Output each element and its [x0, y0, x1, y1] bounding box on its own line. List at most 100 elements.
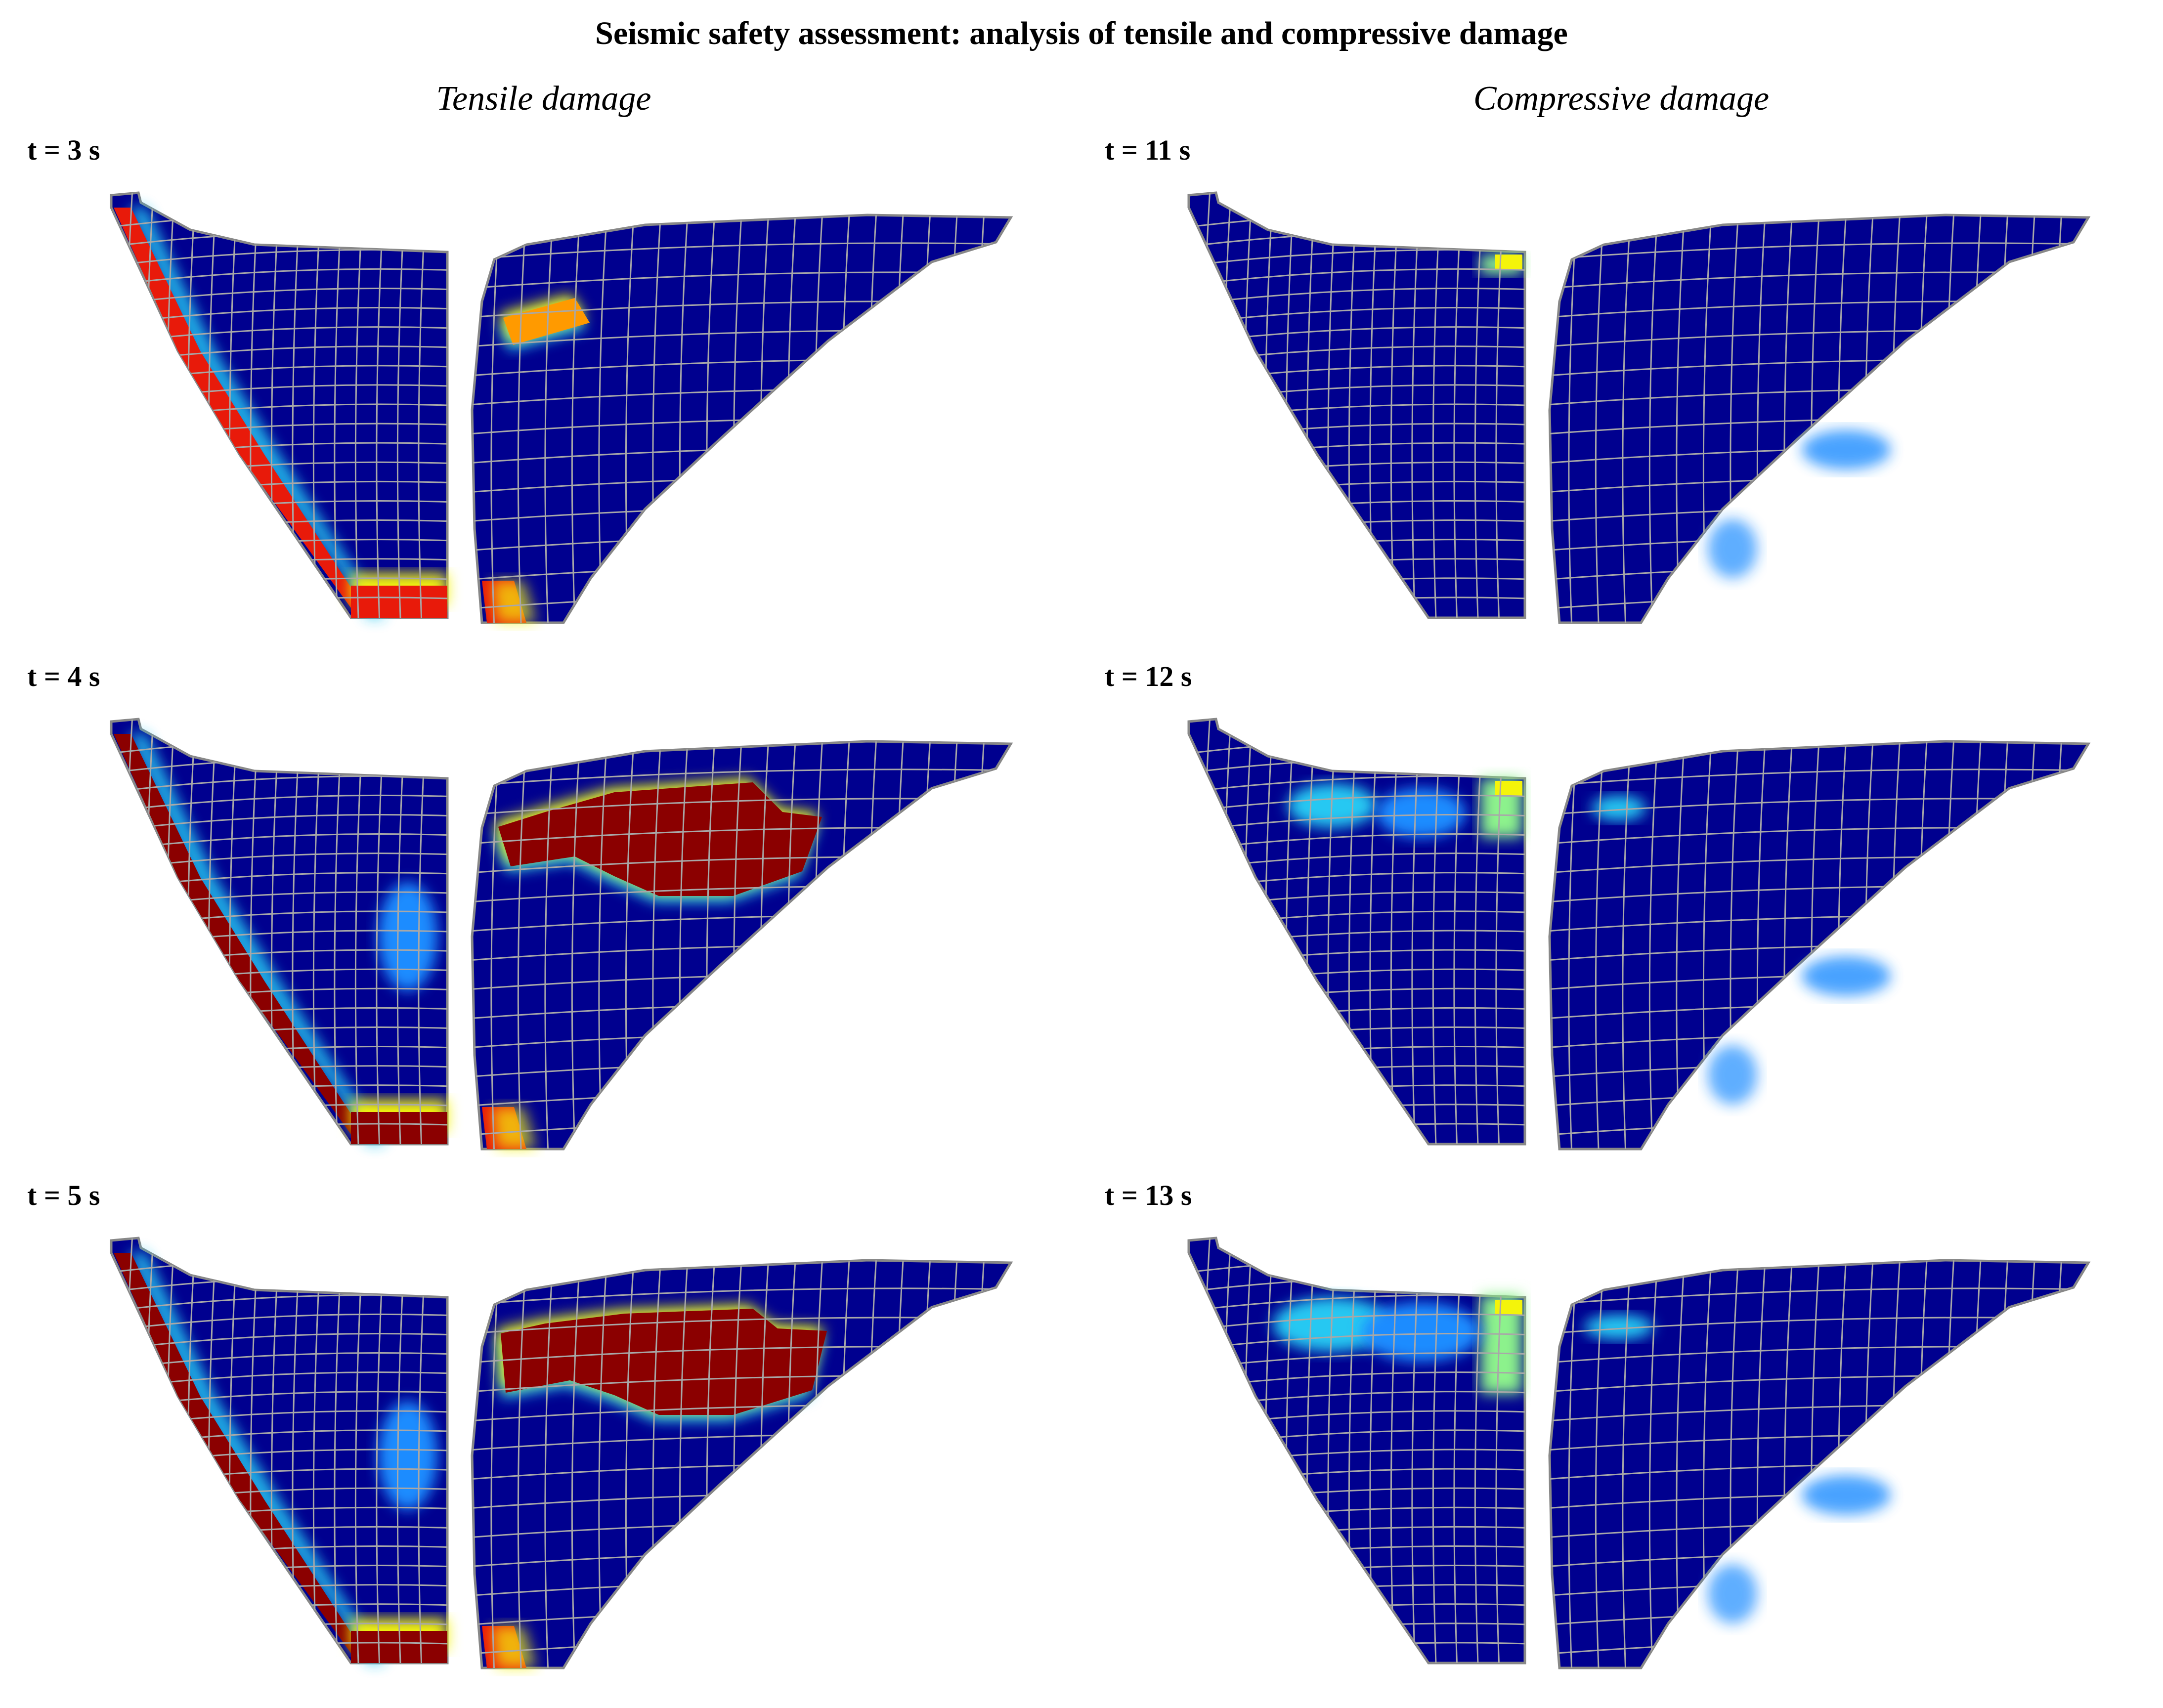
panel-tensile-t3: t = 3 s [27, 133, 1105, 657]
damage-spot [378, 1401, 437, 1510]
mesh-line [1676, 215, 1685, 623]
mesh-line [1201, 1238, 1211, 1663]
mesh-line [517, 1260, 527, 1668]
mesh-line [1453, 1238, 1463, 1663]
mesh-line [948, 215, 958, 623]
right-block [1548, 740, 2091, 1151]
mesh-line [111, 794, 447, 812]
mesh-line [396, 719, 406, 1144]
mesh-line [1432, 193, 1442, 618]
damage-spot [1802, 1475, 1891, 1515]
damage-spot [1495, 255, 1522, 269]
mesh-line [1999, 741, 2008, 1149]
mesh-line [921, 215, 931, 623]
mesh-line [1648, 215, 1658, 623]
mesh-line [975, 215, 985, 623]
damage-spot [1362, 1302, 1480, 1362]
dam-blocks [110, 718, 1013, 1151]
damage-spot [1584, 1315, 1653, 1339]
mesh-line [2053, 215, 2062, 623]
dam-blocks [110, 1237, 1013, 1669]
damage-spot [1495, 1300, 1522, 1315]
mesh-line [948, 741, 958, 1149]
dam-model [1187, 191, 2091, 624]
dam-model [110, 1237, 1013, 1669]
mesh-line [544, 215, 554, 623]
dam-model [1187, 1237, 2091, 1669]
damage-spot [1802, 956, 1891, 996]
mesh-line [1474, 719, 1484, 1144]
mesh-line [598, 741, 607, 1149]
mesh-line [1189, 813, 1525, 831]
mesh-line [1999, 215, 2008, 623]
damage-core [501, 1309, 827, 1415]
damage-halo [492, 1626, 536, 1668]
mesh-line [2026, 215, 2035, 623]
mesh-line [975, 741, 985, 1149]
mesh-line [921, 1260, 931, 1668]
damage-halo [129, 734, 386, 1144]
mesh-line [1474, 193, 1484, 618]
mesh-line [571, 215, 581, 623]
mesh-line [1189, 287, 1525, 305]
mesh-line [1432, 719, 1442, 1144]
dam-blocks [1187, 191, 2091, 624]
column-heading-tensile: Tensile damage [436, 80, 651, 118]
damage-halo [492, 581, 536, 623]
mesh-line [1474, 1238, 1484, 1663]
mesh-line [2053, 1260, 2062, 1668]
right-block [1548, 1259, 2091, 1669]
dam-blocks [110, 191, 1013, 624]
mesh-line [1201, 193, 1211, 618]
mesh-line [376, 719, 385, 1144]
right-block [471, 214, 1013, 624]
right-block [1548, 214, 2091, 624]
dam-model [110, 718, 1013, 1151]
damage-spot [1708, 519, 1757, 578]
damage-spot [1377, 788, 1466, 838]
mesh-line [396, 193, 406, 618]
panel-compressive-t12: t = 12 s [1105, 660, 2163, 1184]
mesh-line [490, 215, 500, 623]
mesh-line [1595, 741, 1604, 1149]
damage-spot [1708, 1045, 1757, 1105]
mesh-line [1189, 1313, 1525, 1331]
damage-spot [1802, 430, 1891, 470]
dam-model [110, 191, 1013, 624]
mesh-line [1999, 1260, 2008, 1668]
mesh-line [1568, 741, 1577, 1149]
mesh-line [1648, 1260, 1658, 1668]
dam-model [1187, 718, 2091, 1151]
mesh-line [124, 1238, 133, 1663]
time-label: t = 13 s [1105, 1179, 1192, 1211]
mesh-line [544, 741, 554, 1149]
mesh-line [124, 193, 133, 618]
left-block [1187, 718, 1526, 1146]
mesh-line [921, 741, 931, 1149]
panel-compressive-t11: t = 11 s [1105, 133, 2163, 657]
mesh-line [544, 1260, 554, 1668]
mesh-line [1595, 1260, 1604, 1668]
mesh-line [2053, 741, 2062, 1149]
mesh-line [472, 1287, 1011, 1305]
left-block [110, 1237, 449, 1665]
time-label: t = 4 s [27, 660, 100, 692]
mesh-line [2026, 1260, 2035, 1668]
mesh-line [1622, 741, 1631, 1149]
damage-spot [378, 882, 437, 991]
mesh-line [1622, 1260, 1631, 1668]
mesh-line [1595, 215, 1604, 623]
damage-band [114, 1253, 371, 1663]
mesh-line [472, 769, 1011, 786]
figure-title: Seismic safety assessment: analysis of t… [595, 15, 1568, 51]
mesh-line [111, 287, 447, 305]
time-label: t = 3 s [27, 134, 100, 166]
mesh-line [1189, 268, 1525, 286]
damage-core [498, 782, 822, 896]
damage-halo [129, 1253, 386, 1663]
damage-spot [1592, 796, 1646, 820]
mesh-line [1550, 1287, 2088, 1305]
mesh-line [1676, 1260, 1685, 1668]
dam-blocks [1187, 718, 2091, 1151]
mesh-line [1676, 741, 1685, 1149]
